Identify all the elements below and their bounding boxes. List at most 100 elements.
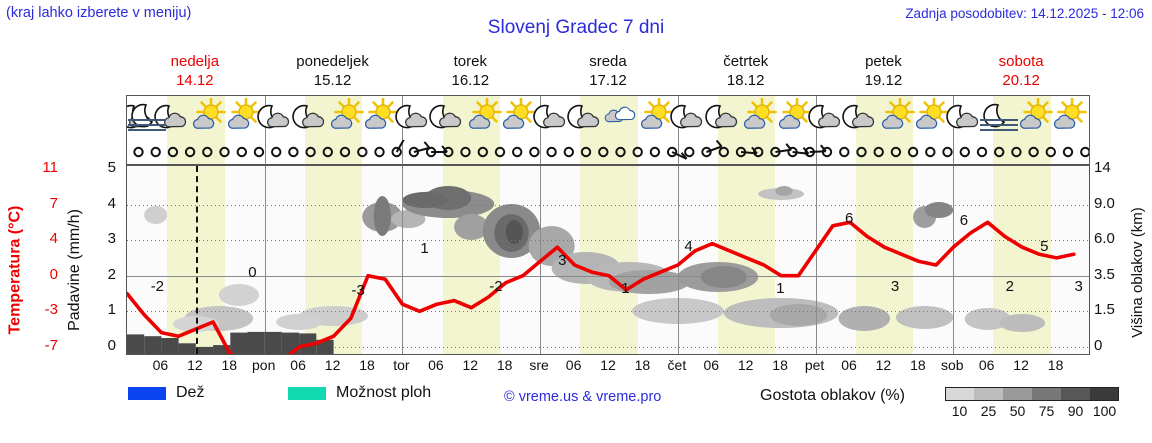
x-axis-tick: 18	[359, 357, 375, 373]
sun-cloud-icon	[325, 97, 365, 138]
sun-cloud-icon	[1014, 97, 1054, 138]
temperature-value-label: 2	[1005, 278, 1014, 295]
temperature-value-label: -3	[351, 282, 365, 299]
precipitation-axis-title-text: Padavine (mm/h)	[66, 209, 84, 331]
day-divider	[953, 140, 955, 164]
precipitation-bar	[178, 343, 196, 354]
day-date: 15.12	[313, 72, 352, 89]
cloud-blob	[964, 308, 1011, 330]
x-axis-tick: 06	[290, 357, 306, 373]
wind-symbol-band	[126, 140, 1090, 165]
day-header-nedelja: nedelja 14.12	[126, 52, 264, 92]
day-date: 20.12	[1002, 72, 1040, 89]
precipitation-bar	[264, 331, 282, 354]
temperature-tick: -7	[44, 337, 58, 354]
x-axis-tick: sob	[941, 357, 964, 373]
fog-moon-icon	[979, 98, 1019, 138]
cloud-blob	[402, 192, 449, 208]
horizontal-gridline	[127, 205, 1089, 206]
sun-cloud-icon	[635, 97, 675, 138]
precipitation-tick: 2	[107, 265, 116, 283]
cloud-density-step-label: 100	[1092, 403, 1117, 419]
sun-cloud-icon	[222, 97, 262, 138]
temperature-value-label: -2	[489, 278, 503, 295]
moon-cloud-icon	[428, 98, 468, 138]
temperature-value-label: 6	[845, 210, 854, 227]
cloud-height-tick: 14	[1094, 159, 1111, 176]
day-header-torek: torek 16.12	[401, 52, 539, 92]
sun-cloud-icon	[497, 97, 537, 138]
legend-swatch-showers	[288, 387, 326, 400]
day-header-četrtek: četrtek 18.12	[677, 52, 815, 92]
sun-cloud-icon	[359, 97, 399, 138]
cloud-density-legend-title: Gostota oblakov (%)	[760, 387, 905, 404]
cloud-density-scale: 10 25 50 75 90 100	[0, 383, 1152, 423]
cloud-blob	[454, 214, 489, 240]
horizontal-gridline	[127, 240, 1089, 241]
x-axis-tick: pet	[804, 357, 825, 373]
cloud-density-scale-border	[945, 387, 1119, 401]
temperature-axis-title: Temperatura (°C)	[2, 160, 28, 380]
cloud-blob	[528, 226, 575, 266]
cloud-density-swatch	[1032, 387, 1061, 401]
precipitation-tick: 1	[107, 301, 116, 319]
temperature-value-label: 3	[558, 252, 567, 269]
day-divider	[264, 140, 266, 164]
menu-hint-text: (kraj lahko izberete v meniju)	[6, 5, 192, 21]
temperature-tick: 4	[49, 230, 58, 248]
moon-cloud-icon	[256, 98, 296, 138]
x-axis-tick: tor	[393, 357, 410, 373]
day-name: nedelja	[170, 53, 220, 70]
cloud-blob	[144, 206, 168, 224]
cloud-density-swatch	[945, 387, 974, 401]
page-title: Slovenj Gradec 7 dni	[487, 17, 665, 38]
x-axis-tick: 06	[978, 357, 995, 373]
moon-cloud-icon	[566, 98, 606, 138]
moon-cloud-icon	[669, 98, 709, 138]
x-axis-tick: 12	[600, 357, 616, 373]
cloud-density-step-label: 10	[951, 403, 968, 419]
credit-link[interactable]: © vreme.us & vreme.pro	[504, 389, 662, 405]
precipitation-tick: 4	[107, 194, 116, 212]
sun-cloud-icon	[1048, 97, 1088, 138]
x-axis-tick: 06	[565, 357, 582, 373]
precipitation-tick: 3	[107, 230, 116, 248]
cloud-height-tick: 6.0	[1094, 230, 1115, 248]
precipitation-axis-title: Padavine (mm/h)	[62, 160, 88, 380]
legend-swatch-rain	[128, 387, 166, 400]
cloud-icon	[600, 98, 640, 138]
horizontal-gridline	[127, 311, 1089, 312]
day-name: ponedeljek	[296, 53, 369, 70]
temperature-axis-title-text: Temperatura (°C)	[6, 205, 24, 335]
cloud-height-tick: 3.5	[1094, 265, 1115, 283]
legend-label-rain: Dež	[176, 384, 205, 401]
day-gridline	[677, 166, 679, 354]
cloud-height-tick: 1.5	[1094, 301, 1115, 319]
wind-barb-layer	[133, 140, 1089, 160]
weather-icon-band	[126, 95, 1090, 140]
precipitation-bar	[127, 334, 145, 354]
temperature-value-label: 5	[1040, 238, 1049, 255]
last-update-text: Zadnja posodobitev: 14.12.2025 - 12:06	[905, 6, 1144, 21]
day-header-petek: petek 19.12	[815, 52, 953, 92]
cloud-height-tick: 0	[1094, 337, 1103, 354]
day-date: 14.12	[176, 72, 214, 89]
temperature-value-label: 1	[776, 280, 785, 297]
sun-cloud-icon	[463, 97, 503, 138]
cloud-blob	[769, 304, 828, 326]
x-axis-tick: sre	[529, 357, 549, 373]
legend-label-showers: Možnost ploh	[336, 384, 432, 401]
x-axis-tick: 18	[1047, 357, 1064, 373]
x-axis-tick: 06	[841, 357, 857, 373]
precipitation-tick: 0	[107, 337, 116, 354]
cloud-density-swatch	[1090, 387, 1119, 401]
day-name: sreda	[589, 53, 627, 70]
precipitation-bar	[144, 336, 162, 354]
moon-cloud-icon	[394, 98, 434, 138]
cloud-blob	[505, 220, 523, 244]
precipitation-bar	[247, 331, 265, 354]
cloud-blob	[391, 210, 426, 228]
cloud-blob	[924, 202, 954, 218]
x-axis-tick: 06	[152, 357, 169, 373]
cloud-blob	[999, 314, 1046, 332]
